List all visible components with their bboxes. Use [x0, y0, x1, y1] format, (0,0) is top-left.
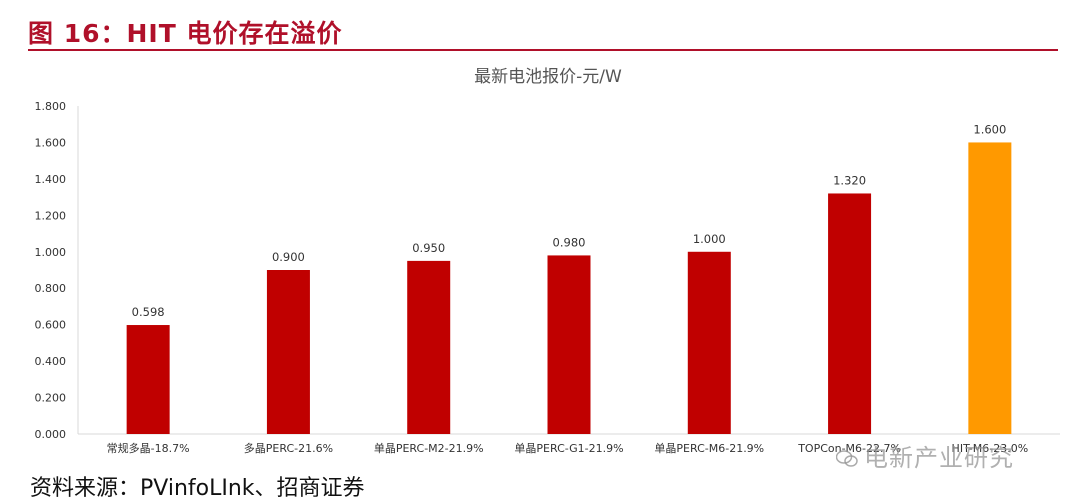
x-tick-label: 单晶PERC-G1-21.9% — [514, 442, 623, 455]
x-tick-label: 多晶PERC-21.6% — [244, 441, 333, 455]
bar-chart: 最新电池报价-元/W 0.000 0.200 0.400 0.600 0.800 1.00… — [35, 67, 1060, 455]
data-label: 1.000 — [693, 232, 726, 246]
bars-group — [126, 142, 1012, 434]
y-tick-label: 0.200 — [35, 392, 67, 405]
bar — [547, 255, 591, 434]
x-tick-label: HIT-M6-23.0% — [952, 442, 1029, 455]
data-label: 1.320 — [833, 173, 866, 187]
y-tick-label: 1.000 — [35, 246, 67, 259]
y-tick-label: 1.200 — [35, 209, 67, 222]
x-tick-label: 单晶PERC-M6-21.9% — [654, 442, 764, 455]
bar — [407, 260, 451, 434]
bar — [687, 251, 731, 434]
data-label: 0.950 — [412, 241, 445, 255]
y-tick-label: 0.400 — [35, 355, 67, 368]
bar — [266, 270, 310, 434]
x-tick-label: TOPCon-M6-22.7% — [797, 442, 901, 455]
chart-title: 最新电池报价-元/W — [474, 67, 622, 87]
data-label: 0.980 — [553, 235, 586, 249]
x-tick-label: 单晶PERC-M2-21.9% — [374, 442, 484, 455]
data-label: 0.900 — [272, 250, 305, 264]
source-note: 资料来源：PVinfoLInk、招商证券 — [30, 476, 365, 501]
y-tick-label: 0.800 — [35, 282, 67, 295]
figure-header: 图 16：HIT 电价存在溢价 — [28, 12, 1060, 48]
bar — [968, 142, 1012, 434]
chat-bubble-icon — [836, 450, 858, 467]
x-axis: 常规多晶-18.7% 多晶PERC-21.6% 单晶PERC-M2-21.9% 单晶P… — [107, 441, 1028, 455]
y-tick-label: 0.000 — [35, 428, 67, 441]
watermark-text: 电新产业研究 — [864, 444, 1014, 472]
x-tick-label: 常规多晶-18.7% — [107, 441, 190, 455]
y-tick-label: 1.600 — [35, 136, 67, 149]
value-labels-group: 0.598 0.900 0.950 0.980 1.000 1.320 1.600 — [132, 122, 1007, 319]
caption-rule — [28, 49, 1058, 51]
y-axis: 0.000 0.200 0.400 0.600 0.800 1.000 1.200 1.400… — [35, 100, 1060, 441]
data-label: 0.598 — [132, 305, 165, 319]
y-tick-label: 1.400 — [35, 173, 67, 186]
bar — [126, 325, 170, 434]
figure-caption: 图 16：HIT 电价存在溢价 — [28, 19, 343, 48]
y-tick-label: 1.800 — [35, 100, 67, 113]
watermark: 电新产业研究 — [836, 438, 1014, 473]
y-tick-label: 0.600 — [35, 319, 67, 332]
bar — [828, 193, 872, 434]
data-label: 1.600 — [973, 122, 1006, 136]
